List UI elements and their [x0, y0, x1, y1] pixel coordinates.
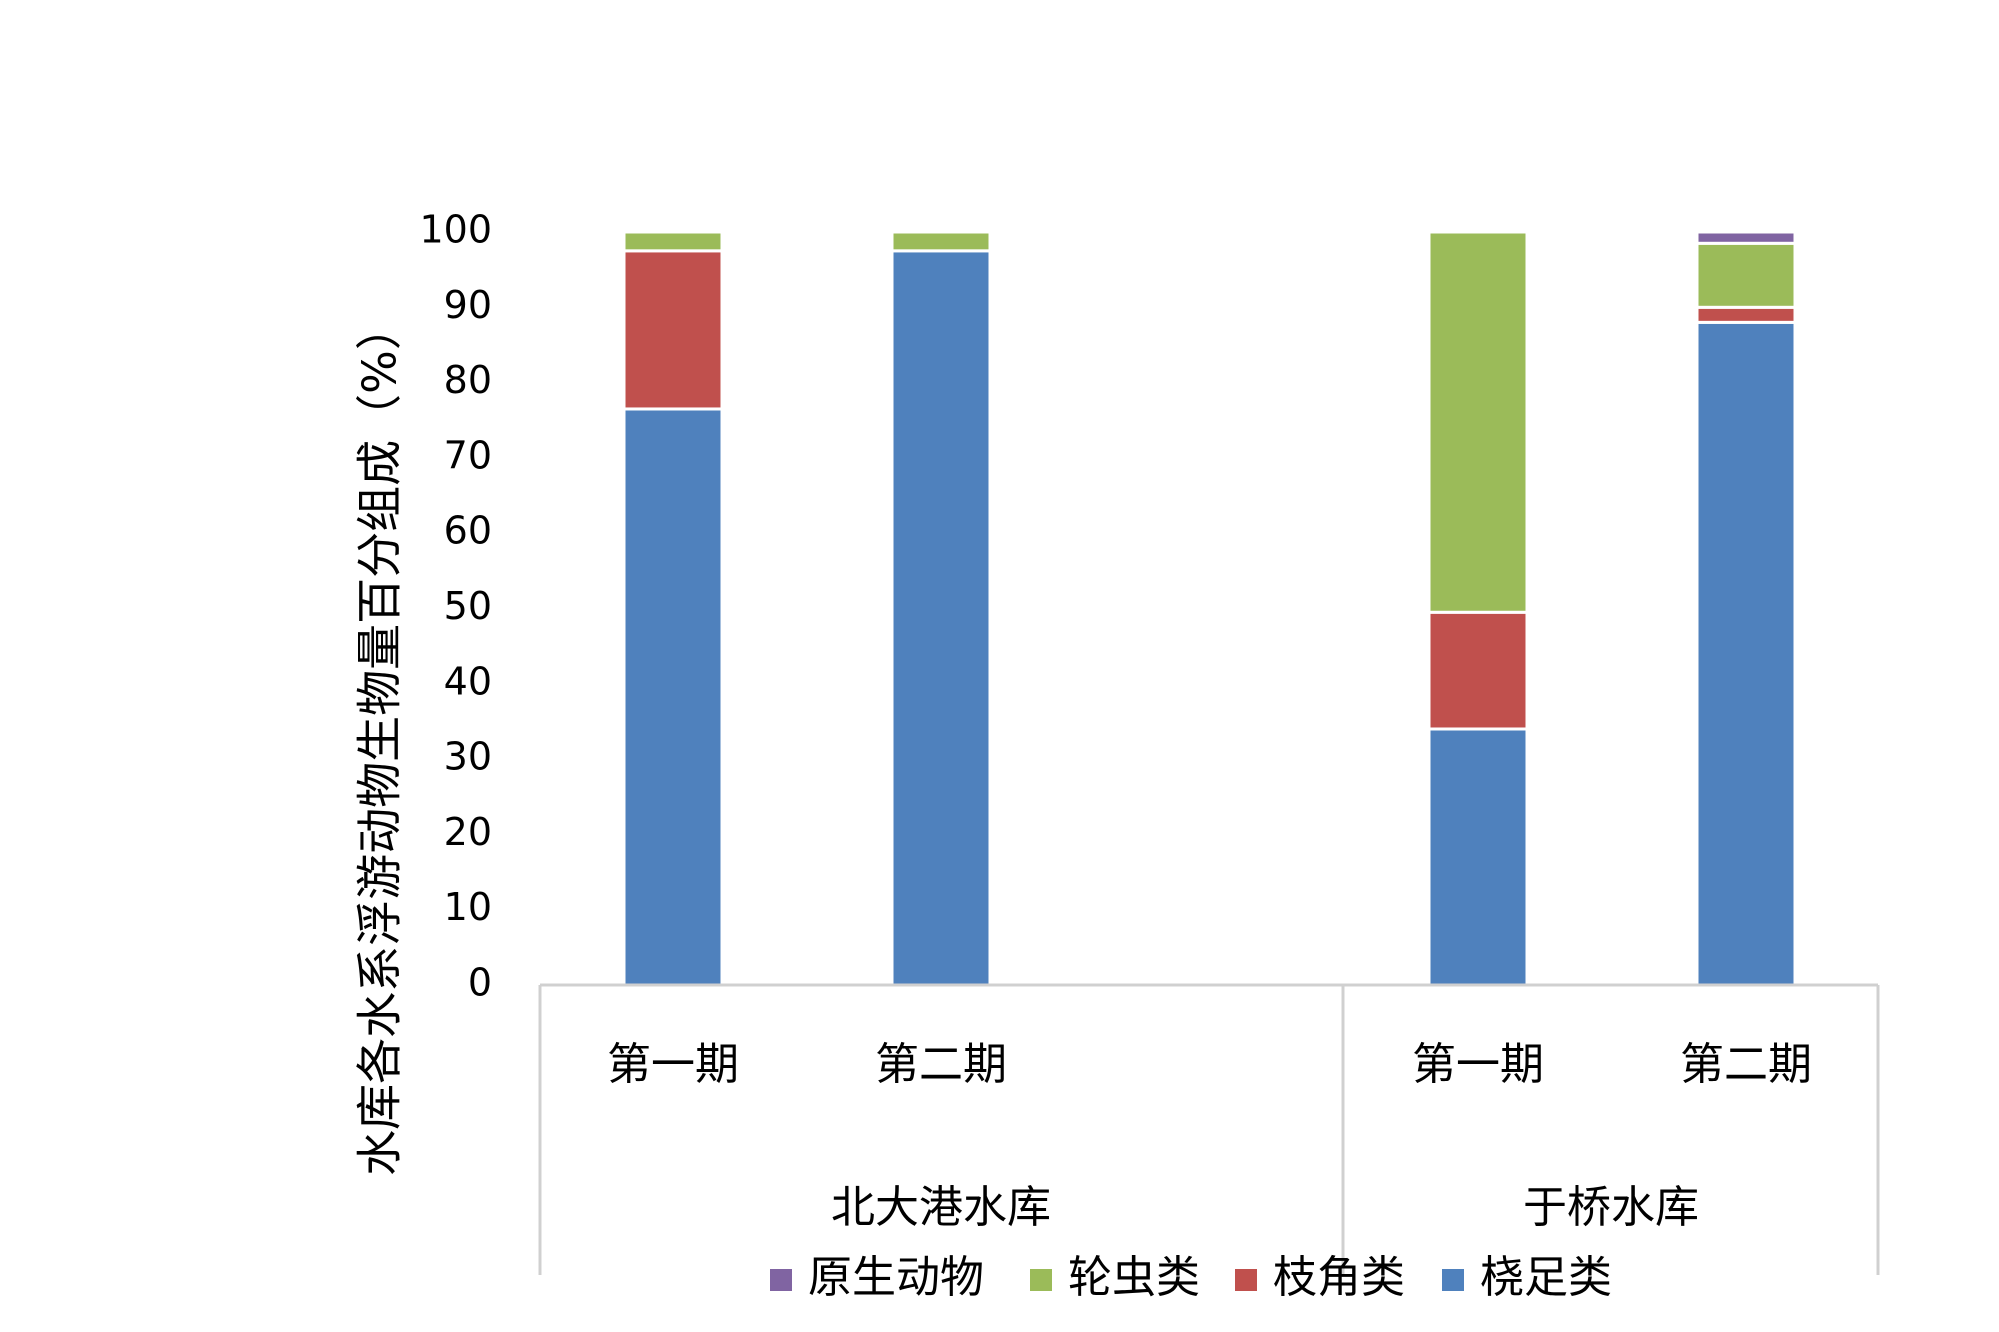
y-axis-label-group: 水库各水系浮游动物生物量百分组成（%）: [353, 304, 407, 1176]
legend-swatch: [1442, 1269, 1464, 1291]
category-tick-label: 第二期: [875, 1039, 1007, 1090]
legend-swatch: [1235, 1269, 1257, 1291]
bar-segment: [622, 230, 724, 253]
bar-segment: [1695, 305, 1797, 324]
bar-segment: [622, 249, 724, 411]
bar-segment: [622, 407, 724, 987]
category-tick-label: 第一期: [607, 1039, 739, 1090]
legend-swatch: [1030, 1269, 1052, 1291]
y-tick-label: 60: [444, 509, 492, 553]
category-tick-label: 第一期: [1412, 1039, 1544, 1090]
bars: [622, 230, 1797, 987]
y-tick-label: 20: [444, 810, 492, 854]
legend-entry-label: 桡足类: [1480, 1252, 1612, 1303]
group-label: 北大港水库: [831, 1182, 1051, 1233]
legend: 原生动物 轮虫类 枝角类 桡足类: [770, 1252, 1612, 1303]
y-tick-labels: 0 10 20 30 40 50 60 70 80 90 100: [419, 208, 492, 1005]
legend-swatch: [770, 1269, 792, 1291]
category-tick-label: 第二期: [1680, 1039, 1812, 1090]
legend-entry-label: 原生动物: [808, 1252, 984, 1303]
bar-segment: [1695, 230, 1797, 245]
legend-entry-label: 轮虫类: [1068, 1252, 1200, 1303]
y-tick-label: 70: [444, 433, 492, 477]
bar-segment: [890, 249, 992, 987]
bar-segment: [890, 230, 992, 253]
legend-entry-label: 枝角类: [1273, 1252, 1405, 1303]
y-tick-label: 10: [444, 885, 492, 929]
y-axis-label: 水库各水系浮游动物生物量百分组成（%）: [353, 304, 407, 1176]
bar-segment: [1695, 241, 1797, 309]
bar-segment: [1427, 610, 1529, 731]
y-tick-label: 40: [444, 659, 492, 703]
y-tick-label: 30: [444, 735, 492, 779]
y-tick-label: 80: [444, 358, 492, 402]
y-tick-label: 100: [419, 208, 492, 252]
bar-segment: [1695, 320, 1797, 987]
group-label: 于桥水库: [1523, 1182, 1699, 1233]
y-tick-label: 90: [444, 283, 492, 327]
bar-segment: [1427, 230, 1529, 614]
bar-segment: [1427, 727, 1529, 987]
y-tick-label: 50: [444, 584, 492, 628]
y-tick-label: 0: [468, 961, 492, 1005]
